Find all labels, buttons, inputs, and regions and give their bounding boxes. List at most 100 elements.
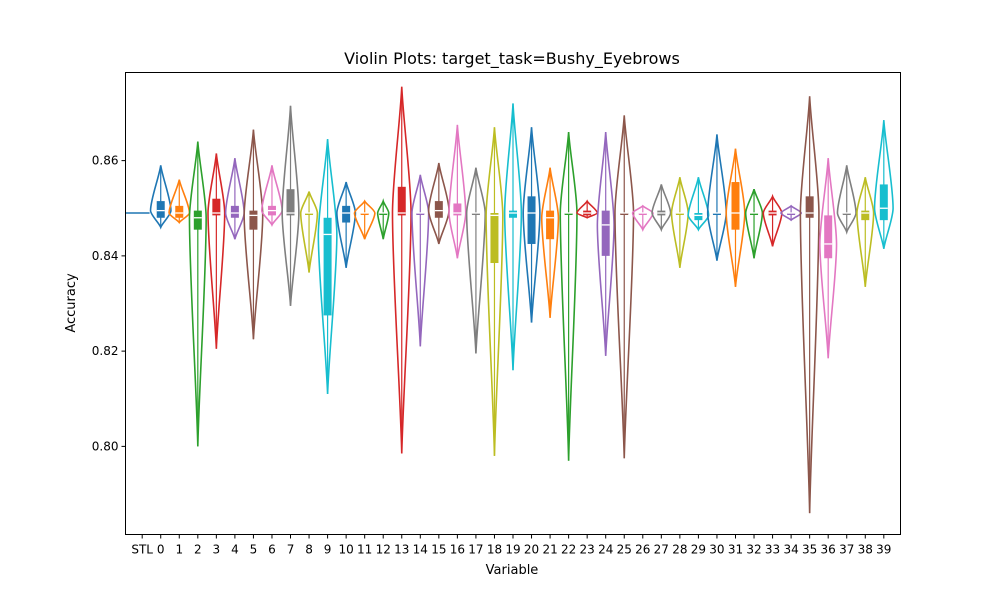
- x-tick-label: 11: [357, 543, 372, 557]
- violin-37: [836, 165, 857, 235]
- box-11: [360, 213, 369, 216]
- box-10: [342, 205, 351, 223]
- x-tick-label: 24: [598, 543, 613, 557]
- x-tick-label: 0: [157, 543, 165, 557]
- violin-16: [448, 124, 467, 259]
- box-0: [156, 201, 165, 218]
- x-tick-label: STL: [131, 543, 153, 557]
- violin-5: [243, 129, 264, 340]
- x-tick-label: 25: [617, 543, 632, 557]
- x-tick-label: 19: [505, 543, 520, 557]
- y-axis-label: Accuracy: [64, 273, 79, 333]
- x-tick-label: 17: [468, 543, 483, 557]
- x-tick-label: 23: [580, 543, 595, 557]
- x-tick-label: 12: [376, 543, 391, 557]
- x-tick-label: 38: [858, 543, 873, 557]
- x-tick-label: 37: [839, 543, 854, 557]
- violin-2: [188, 141, 207, 447]
- x-tick-label: 14: [413, 543, 428, 557]
- x-tick-label: 31: [728, 543, 743, 557]
- x-tick-label: 1: [175, 543, 183, 557]
- violin-25: [614, 115, 635, 459]
- box-35: [805, 196, 814, 218]
- box-36: [824, 215, 833, 259]
- x-tick-label: 27: [654, 543, 669, 557]
- box-38: [861, 210, 870, 221]
- box-8: [305, 213, 314, 216]
- box-16: [453, 203, 462, 216]
- x-tick-label: 36: [821, 543, 836, 557]
- violin-15: [427, 162, 450, 245]
- violin-31: [725, 148, 746, 287]
- violin-9: [317, 139, 338, 395]
- violin-21: [540, 167, 560, 318]
- x-tick-label: 15: [431, 543, 446, 557]
- violin-39: [873, 120, 894, 249]
- box-22: [564, 213, 573, 216]
- y-tick-label: 0.80: [92, 439, 119, 453]
- x-tick-label: 3: [213, 543, 221, 557]
- box-14: [416, 213, 425, 216]
- x-tick-label: 8: [305, 543, 313, 557]
- x-tick-label: 28: [672, 543, 687, 557]
- box-19: [509, 210, 517, 218]
- box-18: [490, 213, 499, 264]
- box-30: [712, 213, 721, 216]
- chart-title: Violin Plots: target_task=Bushy_Eyebrows: [344, 49, 680, 69]
- box-7: [286, 189, 295, 216]
- box-3: [212, 198, 221, 216]
- box-15: [434, 201, 443, 218]
- x-tick-label: 4: [231, 543, 239, 557]
- box-25: [620, 213, 629, 216]
- box-5: [249, 210, 258, 230]
- box-28: [675, 213, 684, 216]
- x-tick-label: 32: [746, 543, 761, 557]
- x-tick-label: 33: [765, 543, 780, 557]
- box-4: [230, 205, 239, 218]
- x-axis-label: Variable: [486, 563, 539, 578]
- box-37: [842, 213, 851, 216]
- x-tick-label: 30: [709, 543, 724, 557]
- box-31: [731, 182, 740, 230]
- x-tick-label: 35: [802, 543, 817, 557]
- box-20: [527, 196, 536, 244]
- x-tick-label: 5: [250, 543, 258, 557]
- box-17: [471, 213, 480, 216]
- x-tick-label: 34: [783, 543, 798, 557]
- violin-38: [856, 177, 875, 287]
- box-24: [601, 210, 610, 256]
- violin-13: [391, 86, 412, 454]
- x-tick-label: 2: [194, 543, 202, 557]
- box-29: [694, 213, 703, 221]
- box-26: [638, 213, 647, 216]
- x-tick-label: 6: [268, 543, 276, 557]
- x-tick-label: 13: [394, 543, 409, 557]
- x-tick-label: 21: [542, 543, 557, 557]
- x-tick-label: 29: [691, 543, 706, 557]
- x-tick-label: 20: [524, 543, 539, 557]
- y-tick-label: 0.82: [92, 344, 119, 358]
- box-21: [546, 210, 555, 240]
- y-tick-label: 0.86: [92, 154, 119, 168]
- x-tick-label: 26: [635, 543, 650, 557]
- violin-1: [168, 179, 191, 225]
- x-tick-label: 10: [338, 543, 353, 557]
- axes-frame: [125, 72, 901, 535]
- box-39: [879, 184, 888, 221]
- box-1: [175, 205, 184, 218]
- y-tick-label: 0.84: [92, 249, 119, 263]
- box-9: [323, 217, 332, 316]
- x-tick-label: 16: [450, 543, 465, 557]
- x-tick-label: 18: [487, 543, 502, 557]
- x-tick-label: 9: [324, 543, 332, 557]
- box-32: [750, 213, 759, 216]
- box-34: [787, 213, 796, 216]
- violin-0: [149, 165, 172, 230]
- box-12: [379, 213, 388, 216]
- violin-32: [744, 188, 764, 259]
- x-tick-label: 7: [287, 543, 295, 557]
- x-tick-label: 39: [876, 543, 891, 557]
- box-13: [397, 186, 406, 216]
